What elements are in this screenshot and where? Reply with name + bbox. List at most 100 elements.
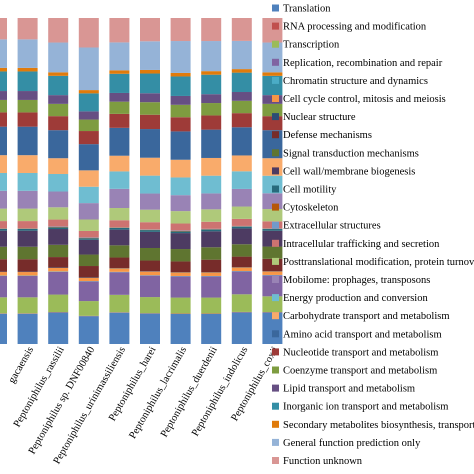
bar-segment-6-7 (170, 261, 191, 273)
bar-segment-8-8 (231, 244, 252, 257)
legend-swatch-9 (272, 167, 279, 175)
bar-segment-5-8 (140, 247, 160, 261)
legend-swatch-13 (272, 239, 279, 247)
legend-label-11: Cytoskeleton (283, 203, 339, 214)
bar-segment-9-8 (262, 246, 283, 259)
legend-swatch-25 (272, 457, 279, 464)
bar-segment-5-14 (140, 209, 160, 223)
bar-segment-4-10 (109, 227, 130, 230)
bar-segment-1-7 (17, 259, 38, 272)
legend-label-24: General function prediction only (283, 438, 421, 449)
legend-label-6: Nuclear structure (283, 112, 356, 123)
bar-segment-4-15 (109, 188, 130, 209)
bar-segment-1-0 (17, 313, 38, 344)
bar-segment-6-2 (170, 297, 191, 314)
bar-segment-2-24 (48, 42, 69, 73)
x-tick-label-8: Peptoniphilus_indolicus (190, 345, 250, 438)
legend-swatch-21 (272, 384, 279, 392)
legend-label-1: RNA processing and modification (283, 22, 427, 33)
bar-segment-6-5 (170, 272, 191, 276)
bar-segment-7-13 (201, 221, 222, 229)
legend-swatch-1 (272, 22, 279, 30)
bar-segment-5-5 (140, 271, 160, 276)
legend-label-5: Cell cycle control, mitosis and meiosis (283, 94, 446, 105)
legend-label-25: Function unknown (283, 456, 363, 467)
bar-segment-0-10 (0, 228, 7, 231)
bar-segment-0-17 (0, 155, 7, 173)
bar-segment-0-15 (0, 190, 7, 209)
legend-swatch-10 (272, 185, 279, 193)
bar-segment-0-7 (0, 259, 7, 272)
bar-segment-3-10 (78, 238, 99, 240)
bar-segment-0-13 (0, 221, 7, 229)
x-tick-label-1: gacaensis (7, 345, 37, 385)
bar-segment-2-25 (48, 18, 69, 43)
legend-label-3: Replication, recombination and repair (283, 58, 443, 69)
bar-segment-5-9 (140, 231, 160, 248)
bar-segment-6-8 (170, 249, 191, 262)
bar-segment-1-19 (17, 112, 38, 127)
legend-swatch-2 (272, 40, 279, 48)
bar-segment-6-0 (170, 313, 191, 344)
bar-segment-5-22 (140, 73, 160, 94)
legend-label-9: Cell wall/membrane biogenesis (283, 166, 415, 177)
bar-segment-7-22 (201, 74, 222, 95)
bar-segment-2-20 (48, 103, 69, 117)
bar-segment-3-16 (78, 186, 99, 204)
bar-segment-3-5 (78, 277, 99, 282)
bar-segment-1-24 (17, 39, 38, 68)
bar-segment-7-18 (201, 129, 222, 158)
bar-segment-6-15 (170, 195, 191, 212)
bar-segment-5-16 (140, 175, 160, 194)
bar-segment-8-3 (231, 271, 252, 295)
bar-segment-2-17 (48, 158, 69, 174)
legend-swatch-15 (272, 276, 279, 283)
bar-segment-2-8 (48, 244, 69, 258)
bar-segment-4-0 (109, 312, 130, 344)
legend-swatch-12 (272, 221, 279, 229)
bar-segment-1-23 (17, 67, 38, 72)
bar-segment-6-10 (170, 231, 191, 234)
bar-segment-5-13 (140, 222, 160, 230)
legend-label-10: Cell motility (283, 185, 337, 196)
bar-segment-2-15 (48, 191, 69, 208)
bar-segment-8-19 (231, 113, 252, 128)
bar-segment-2-9 (48, 229, 69, 245)
bar-segment-5-15 (140, 193, 160, 210)
bar-segment-2-10 (48, 227, 69, 230)
bar-segment-8-15 (231, 188, 252, 207)
bar-segment-9-14 (262, 209, 283, 222)
legend-swatch-7 (272, 131, 279, 139)
bar-segment-4-16 (109, 171, 130, 189)
bar-segment-2-23 (48, 72, 69, 76)
legend-label-7: Defense mechanisms (283, 130, 372, 141)
bar-segment-0-5 (0, 272, 7, 276)
bar-segment-7-23 (201, 71, 222, 75)
bar-segment-3-7 (78, 266, 99, 278)
bar-segment-6-19 (170, 117, 191, 132)
legend-swatch-6 (272, 113, 279, 121)
bar-segment-5-17 (140, 157, 160, 176)
bar-segment-0-23 (0, 67, 7, 72)
legend-label-8: Signal transduction mechanisms (283, 148, 419, 159)
bar-segment-7-10 (201, 229, 222, 232)
bar-segment-6-24 (170, 41, 191, 73)
bar-segment-7-16 (201, 175, 222, 194)
bar-segment-1-13 (17, 221, 38, 229)
bar-segment-6-25 (170, 18, 191, 42)
bar-segment-8-7 (231, 256, 252, 268)
legend-swatch-18 (272, 330, 279, 338)
bar-segment-7-0 (201, 313, 222, 344)
bar-segment-1-16 (17, 172, 38, 191)
legend-label-21: Lipid transport and metabolism (283, 384, 415, 395)
bar-segment-2-5 (48, 267, 69, 272)
bar-segment-5-20 (140, 102, 160, 115)
bar-segment-3-2 (78, 301, 99, 316)
legend-swatch-23 (272, 420, 279, 428)
legend-label-14: Posttranslational modification, protein … (283, 257, 474, 268)
bar-segment-3-25 (78, 18, 99, 48)
bar-segment-4-25 (109, 18, 130, 43)
bar-segment-7-24 (201, 41, 222, 72)
bar-segment-6-20 (170, 104, 191, 118)
bar-segment-8-0 (231, 312, 252, 344)
